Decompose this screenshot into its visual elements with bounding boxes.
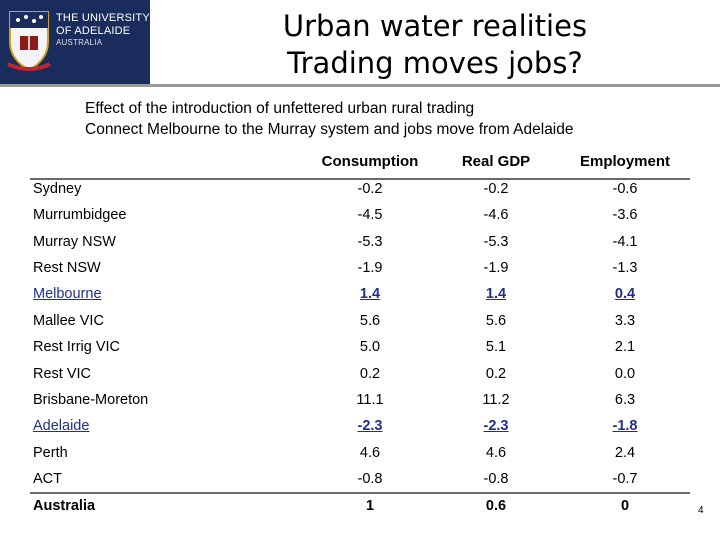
slide-title: Urban water realities Trading moves jobs…: [200, 8, 670, 82]
real-gdp-value: -0.2: [483, 181, 509, 197]
consumption-value: 1: [365, 498, 375, 514]
table-row: Mallee VIC 5.6 5.6 3.3: [0, 309, 720, 335]
table-row: Murray NSW -5.3 -5.3 -4.1: [0, 230, 720, 256]
consumption-value[interactable]: -2.3: [357, 418, 383, 434]
table-row-link[interactable]: Adelaide -2.3 -2.3 -1.8: [0, 414, 720, 440]
table-row-link[interactable]: Melbourne 1.4 1.4 0.4: [0, 282, 720, 308]
employment-value: -0.6: [612, 181, 638, 197]
consumption-value[interactable]: 1.4: [359, 286, 381, 302]
slide-header: THE UNIVERSITY OF ADELAIDE AUSTRALIA Urb…: [0, 0, 720, 87]
real-gdp-value: -5.3: [483, 234, 509, 250]
region-name: Australia: [33, 498, 96, 514]
table-total-row: Australia 1 0.6 0: [0, 494, 720, 520]
table-row: Brisbane-Moreton 11.1 11.2 6.3: [0, 388, 720, 414]
employment-value: 6.3: [614, 392, 636, 408]
table-row: ACT -0.8 -0.8 -0.7: [0, 467, 720, 493]
consumption-value: 11.1: [356, 392, 384, 408]
subtitle-line-2: Connect Melbourne to the Murray system a…: [85, 121, 574, 138]
real-gdp-value: 0.2: [485, 366, 507, 382]
university-name: THE UNIVERSITY OF ADELAIDE AUSTRALIA: [56, 12, 150, 48]
region-name: Murray NSW: [33, 234, 116, 250]
real-gdp-value: 11.2: [482, 392, 510, 408]
title-line-2: Trading moves jobs?: [287, 46, 583, 80]
employment-value: 2.1: [614, 339, 636, 355]
logo-line-2: OF ADELAIDE: [56, 25, 131, 37]
logo-line-3: AUSTRALIA: [56, 38, 103, 47]
real-gdp-value: 5.1: [485, 339, 507, 355]
real-gdp-value: 5.6: [485, 313, 507, 329]
column-header-consumption: Consumption: [321, 153, 419, 170]
table-row: Rest NSW -1.9 -1.9 -1.3: [0, 256, 720, 282]
real-gdp-value: -1.9: [483, 260, 509, 276]
employment-value[interactable]: -1.8: [612, 418, 638, 434]
region-link-melbourne[interactable]: Melbourne: [33, 286, 102, 302]
region-name: Perth: [33, 445, 68, 461]
employment-value[interactable]: 0.4: [614, 286, 636, 302]
header-divider: [0, 84, 720, 87]
consumption-value: -0.8: [357, 471, 383, 487]
consumption-value: -1.9: [357, 260, 383, 276]
table-row: Murrumbidgee -4.5 -4.6 -3.6: [0, 203, 720, 229]
employment-value: 0: [620, 498, 630, 514]
region-name: Mallee VIC: [33, 313, 104, 329]
region-name: ACT: [33, 471, 62, 487]
employment-value: -0.7: [612, 471, 638, 487]
region-name: Rest NSW: [33, 260, 101, 276]
real-gdp-value: 0.6: [485, 498, 507, 514]
employment-value: 3.3: [614, 313, 636, 329]
table-total-divider: [30, 492, 690, 494]
table-row: Sydney -0.2 -0.2 -0.6: [0, 177, 720, 203]
table-row: Perth 4.6 4.6 2.4: [0, 441, 720, 467]
employment-value: -3.6: [612, 207, 638, 223]
table-header-divider: [30, 178, 690, 180]
table-row: Rest Irrig VIC 5.0 5.1 2.1: [0, 335, 720, 361]
region-name: Brisbane-Moreton: [33, 392, 149, 408]
employment-value: 0.0: [614, 366, 636, 382]
crest-icon: [7, 11, 51, 72]
region-link-adelaide[interactable]: Adelaide: [33, 418, 90, 434]
real-gdp-value: -0.8: [483, 471, 509, 487]
consumption-value: -4.5: [357, 207, 383, 223]
real-gdp-value[interactable]: -2.3: [483, 418, 509, 434]
table-row: Rest VIC 0.2 0.2 0.0: [0, 362, 720, 388]
real-gdp-value[interactable]: 1.4: [485, 286, 507, 302]
consumption-value: -5.3: [357, 234, 383, 250]
logo-line-1: THE UNIVERSITY: [56, 12, 150, 24]
column-header-employment: Employment: [579, 153, 670, 170]
slide-subtitle: Effect of the introduction of unfettered…: [85, 98, 705, 140]
region-name: Sydney: [33, 181, 82, 197]
consumption-value: -0.2: [357, 181, 383, 197]
title-line-1: Urban water realities: [282, 9, 588, 43]
consumption-value: 5.6: [359, 313, 381, 329]
real-gdp-value: -4.6: [483, 207, 509, 223]
region-name: Rest VIC: [33, 366, 92, 382]
subtitle-line-1: Effect of the introduction of unfettered…: [85, 100, 475, 117]
employment-value: -4.1: [612, 234, 638, 250]
column-header-real-gdp: Real GDP: [461, 153, 531, 170]
consumption-value: 5.0: [359, 339, 381, 355]
region-name: Murrumbidgee: [33, 207, 127, 223]
consumption-value: 4.6: [359, 445, 381, 461]
employment-value: -1.3: [612, 260, 638, 276]
employment-value: 2.4: [614, 445, 636, 461]
consumption-value: 0.2: [359, 366, 381, 382]
university-logo: THE UNIVERSITY OF ADELAIDE AUSTRALIA: [0, 0, 150, 84]
region-name: Rest Irrig VIC: [33, 339, 121, 355]
page-number: 4: [698, 505, 704, 516]
real-gdp-value: 4.6: [485, 445, 507, 461]
